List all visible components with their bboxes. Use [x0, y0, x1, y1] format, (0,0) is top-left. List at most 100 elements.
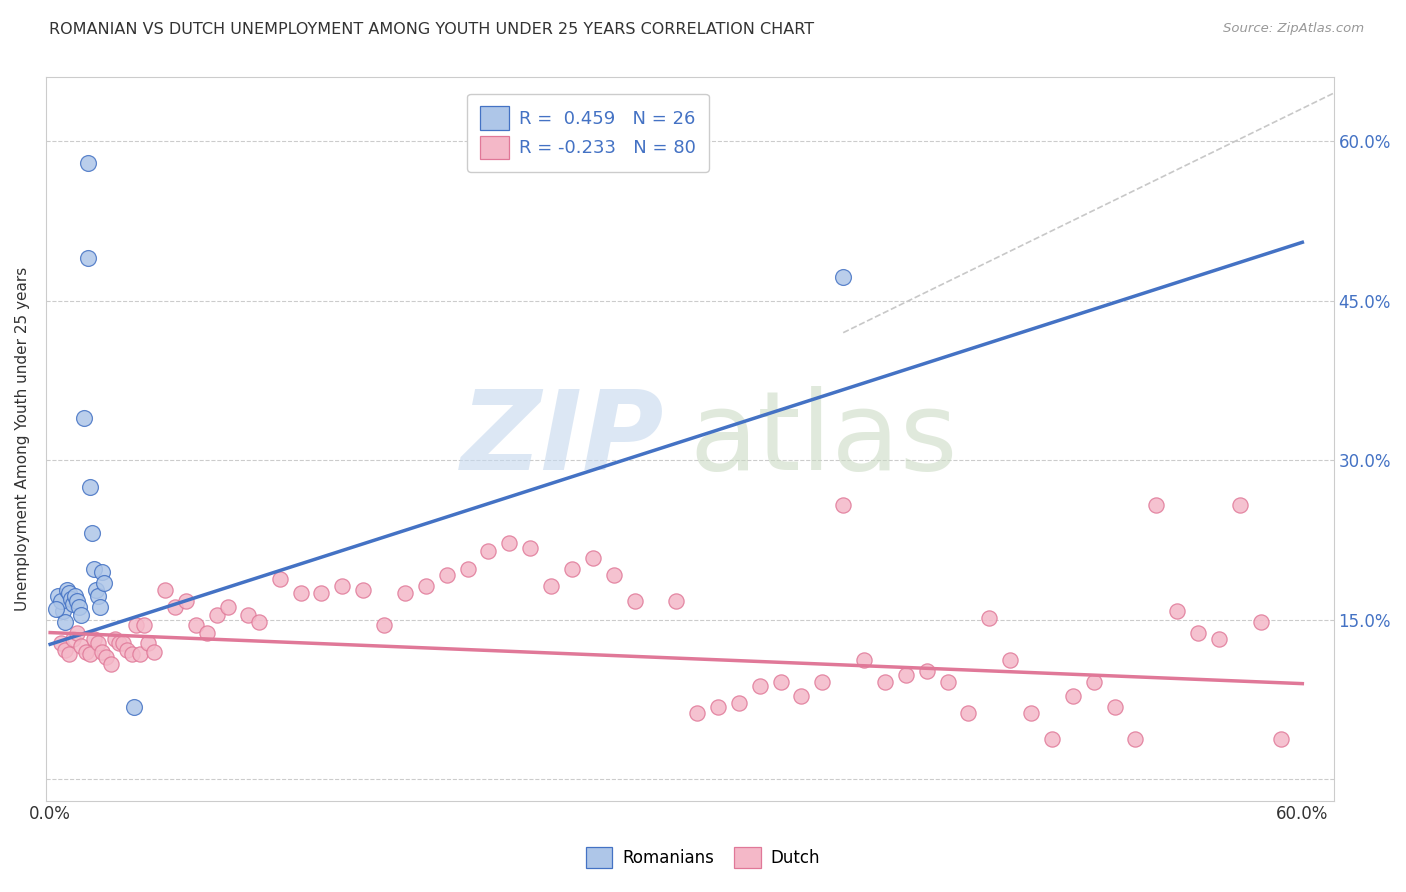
Point [832, 498, 855, 512]
Point [91, 645, 114, 659]
Point [373, 618, 395, 632]
Point [394, 586, 416, 600]
Point [519, 541, 541, 555]
Point [45, 602, 67, 616]
Point [87, 590, 110, 604]
Point [76, 252, 98, 266]
Point [75, 645, 97, 659]
Point [79, 480, 101, 494]
Point [89, 600, 111, 615]
Point [1083, 674, 1105, 689]
Point [748, 679, 770, 693]
Point [58, 586, 80, 600]
Point [58, 647, 80, 661]
Point [540, 579, 562, 593]
Point [915, 664, 938, 678]
Point [623, 593, 645, 607]
Point [727, 696, 749, 710]
Point [143, 645, 166, 659]
Point [205, 607, 228, 622]
Point [1250, 615, 1272, 629]
Point [62, 597, 84, 611]
Point [1040, 731, 1063, 746]
Point [436, 568, 458, 582]
Point [1166, 604, 1188, 618]
Point [217, 600, 239, 615]
Point [1208, 632, 1230, 646]
Point [686, 706, 709, 721]
Point [52, 604, 75, 618]
Point [894, 668, 917, 682]
Point [1229, 498, 1251, 512]
Point [790, 690, 813, 704]
Point [122, 700, 145, 714]
Point [49, 593, 72, 607]
Y-axis label: Unemployment Among Youth under 25 years: Unemployment Among Youth under 25 years [15, 267, 30, 611]
Point [104, 632, 127, 646]
Point [957, 706, 980, 721]
Point [1062, 690, 1084, 704]
Legend: Romanians, Dutch: Romanians, Dutch [579, 840, 827, 875]
Point [128, 647, 150, 661]
Point [66, 593, 89, 607]
Point [811, 674, 834, 689]
Point [70, 640, 93, 654]
Point [70, 607, 93, 622]
Point [998, 653, 1021, 667]
Point [87, 636, 110, 650]
Point [63, 590, 86, 604]
Point [60, 591, 83, 606]
Point [91, 565, 114, 579]
Point [1187, 625, 1209, 640]
Point [83, 562, 105, 576]
Point [195, 625, 218, 640]
Point [1125, 731, 1147, 746]
Point [936, 674, 959, 689]
Point [1144, 498, 1167, 512]
Point [165, 600, 187, 615]
Point [247, 615, 270, 629]
Point [873, 674, 896, 689]
Point [477, 543, 499, 558]
Point [352, 582, 374, 597]
Point [84, 582, 107, 597]
Point [100, 657, 122, 672]
Point [117, 642, 139, 657]
Point [665, 593, 688, 607]
Point [53, 615, 76, 629]
Point [53, 642, 76, 657]
Point [83, 632, 105, 646]
Point [186, 618, 208, 632]
Point [80, 525, 103, 540]
Point [853, 653, 876, 667]
Point [79, 647, 101, 661]
Point [238, 607, 260, 622]
Point [330, 579, 353, 593]
Text: Source: ZipAtlas.com: Source: ZipAtlas.com [1223, 22, 1364, 36]
Point [96, 650, 118, 665]
Text: ZIP: ZIP [461, 385, 664, 492]
Point [132, 618, 155, 632]
Text: atlas: atlas [690, 385, 959, 492]
Point [561, 562, 583, 576]
Point [121, 647, 143, 661]
Text: ROMANIAN VS DUTCH UNEMPLOYMENT AMONG YOUTH UNDER 25 YEARS CORRELATION CHART: ROMANIAN VS DUTCH UNEMPLOYMENT AMONG YOU… [49, 22, 814, 37]
Point [1270, 731, 1292, 746]
Point [1104, 700, 1126, 714]
Point [136, 636, 159, 650]
Point [93, 575, 115, 590]
Point [108, 636, 131, 650]
Point [66, 625, 89, 640]
Point [48, 590, 70, 604]
Point [498, 536, 520, 550]
Point [72, 410, 94, 425]
Point [769, 674, 792, 689]
Point [707, 700, 730, 714]
Point [979, 610, 1001, 624]
Point [153, 582, 176, 597]
Point [311, 586, 333, 600]
Point [1019, 706, 1042, 721]
Point [174, 593, 197, 607]
Point [67, 600, 90, 615]
Point [62, 632, 84, 646]
